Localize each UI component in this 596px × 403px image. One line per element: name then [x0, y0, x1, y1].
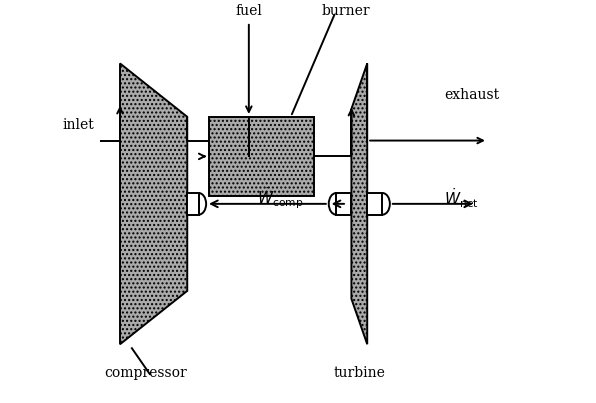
Text: turbine: turbine: [333, 366, 385, 380]
Text: compressor: compressor: [104, 366, 187, 380]
Text: $\dot{W}_{\mathrm{comp}}$: $\dot{W}_{\mathrm{comp}}$: [257, 185, 303, 211]
Text: inlet: inlet: [63, 118, 94, 132]
Polygon shape: [120, 63, 187, 344]
Text: $\dot{W}_{\mathrm{net}}$: $\dot{W}_{\mathrm{net}}$: [445, 186, 479, 210]
Bar: [187, 193, 198, 215]
Bar: [209, 117, 314, 196]
Text: burner: burner: [322, 4, 370, 18]
Bar: [336, 193, 352, 215]
Text: exhaust: exhaust: [445, 88, 499, 102]
Polygon shape: [352, 63, 367, 344]
Text: fuel: fuel: [235, 4, 262, 18]
Bar: [367, 193, 382, 215]
